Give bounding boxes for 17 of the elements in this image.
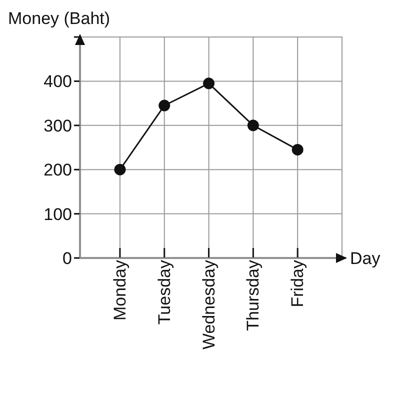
- y-tick-label: 300: [44, 116, 72, 136]
- x-tick-label: Monday: [110, 260, 130, 320]
- y-tick-label: 100: [44, 204, 72, 224]
- point: [203, 78, 215, 90]
- x-tick-label: Tuesday: [154, 260, 174, 325]
- x-axis-title: Day: [350, 249, 381, 268]
- point: [247, 120, 259, 132]
- point: [292, 144, 304, 156]
- x-tick-label: Friday: [288, 260, 308, 308]
- point: [114, 164, 126, 176]
- y-axis-title: Money (Baht): [8, 9, 110, 28]
- point: [158, 100, 170, 112]
- x-tick-label: Thursday: [244, 260, 263, 331]
- y-tick-label: 0: [62, 249, 72, 268]
- y-tick-label: 200: [44, 160, 72, 180]
- x-tick-label: Wednesday: [199, 260, 218, 350]
- y-tick-label: 400: [44, 72, 72, 92]
